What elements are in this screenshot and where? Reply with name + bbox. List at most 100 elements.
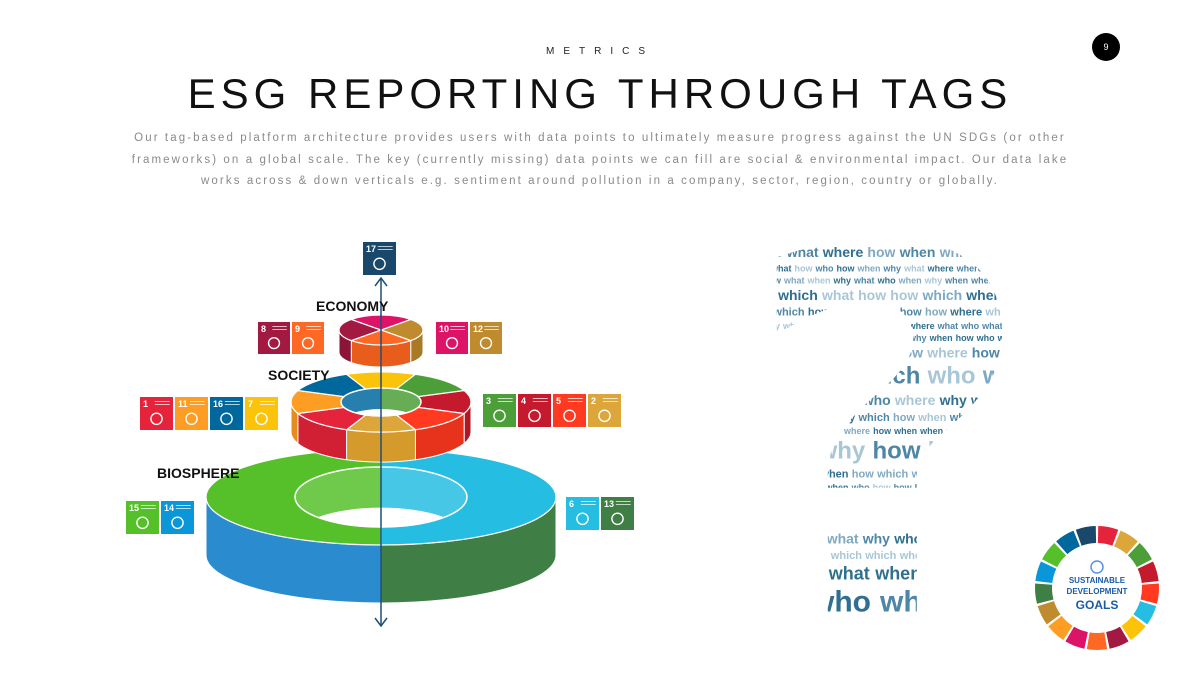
sdg-logo-line1: SUSTAINABLE [1069,576,1126,585]
sdg-tile-4: 4 [518,394,551,427]
cloud-word: when [796,426,820,436]
society-label: SOCIETY [268,367,330,383]
sdg-tile-number: 7 [248,399,253,409]
cloud-word: how [895,345,923,361]
cloud-word: how [972,345,1000,361]
cloud-word: which [772,307,804,319]
sdg-tile-13: 13 [601,497,634,530]
cloud-word: which [999,276,1026,286]
cloud-word: where [894,392,936,408]
cloud-word: who [830,345,859,361]
cloud-word: why [787,563,823,583]
cloud-word: which [939,244,980,260]
sdg-goal-icon [136,516,149,530]
sdg-tile-number: 4 [521,396,526,406]
cloud-word: where [949,307,982,319]
sdg-wheel-segment [1106,626,1129,649]
sdg-tile-number: 13 [604,499,614,509]
cloud-word: how [742,363,790,390]
cloud-word: where [965,287,1007,303]
cloud-word: which [741,392,782,408]
cloud-word: who [983,244,1012,260]
cloud-word: where [1021,469,1054,481]
cloud-word: what [926,563,968,583]
sdg-tile-number: 11 [178,399,188,409]
cloud-word: what [791,469,817,481]
cloud-word: where [741,426,768,436]
sdg-wheel-segment [1086,632,1108,650]
sdg-logo-line3: GOALS [1076,598,1119,612]
cloud-word: when [874,563,921,583]
sdg-goal-icon [220,412,233,426]
sdg-tile-number: 9 [295,324,300,334]
cloud-word: where [835,494,923,527]
cloud-word: who [762,333,781,343]
cloud-word: when [807,276,831,286]
cloud-word: how [894,483,913,493]
sdg-tile-number: 17 [366,244,376,254]
cloud-word: what [801,550,827,562]
cloud-word: which [767,483,794,493]
cloud-word: why [741,321,760,331]
cloud-word: how [808,307,830,319]
cloud-word: what [1015,244,1048,260]
cloud-word: what [828,563,870,583]
sdg-wheel-segment [1137,561,1159,583]
cloud-word: where [741,263,768,273]
cloud-word: where [822,244,864,260]
cloud-word: how [797,363,845,390]
sdg-wheel-segment [1121,615,1146,641]
sdg-tile-9: 9 [292,322,324,354]
sdg-tile-number: 14 [164,503,174,513]
cloud-word: which [858,412,890,424]
sdg-wheel-segment [1133,601,1157,625]
description-paragraph: Our tag-based platform architecture prov… [131,132,1069,187]
cloud-word: who [970,530,999,546]
cloud-word: how [795,263,814,273]
cloud-word: what [1019,307,1045,319]
cloud-word: which [851,363,920,390]
sdg-goal-icon [493,409,506,423]
cloud-word: who [939,469,962,481]
cloud-word: why [924,276,943,286]
sdg-tile-number: 16 [213,399,223,409]
cloud-word: how [900,307,922,319]
sdg-tile-11: 11 [175,397,208,430]
sdg-tile-16: 16 [210,397,243,430]
cloud-word: who [741,469,764,481]
cloud-word: when [801,412,830,424]
cloud-word: what [982,483,1004,493]
cloud-word: who [1002,530,1031,546]
cloud-word: where [741,244,783,260]
sdg-goal-icon [576,512,589,526]
cloud-word: where [843,426,870,436]
cloud-word: where [982,363,1052,390]
cloud-word: where [1003,345,1045,361]
cloud-word: when [899,244,936,260]
sdg-goal-icon [528,409,541,423]
section-kicker: METRICS [546,46,654,57]
sdg-goal-icon [373,257,386,271]
cloud-word: how [928,437,976,464]
cloud-word: how [873,426,892,436]
un-emblem-icon [1090,560,1104,574]
cloud-word: how [890,287,918,303]
sdg-goal-icon [301,336,315,350]
sdg-tile-12: 12 [470,322,502,354]
sdg-wheel-segment [1037,601,1061,625]
cloud-word: where [850,321,877,331]
cloud-word: when [990,469,1019,481]
cloud-word: where [741,345,783,361]
cloud-word: which [984,307,1016,319]
cloud-word: when [770,426,794,436]
cloud-word: what [783,276,805,286]
cloud-word: when [956,483,980,493]
sdg-tile-number: 1 [143,399,148,409]
sdg-tile-8: 8 [258,322,290,354]
cloud-word: when [929,333,953,343]
page-number-badge: 9 [1092,33,1120,61]
cloud-word: where [970,276,997,286]
sdg-tile-number: 15 [129,503,139,513]
